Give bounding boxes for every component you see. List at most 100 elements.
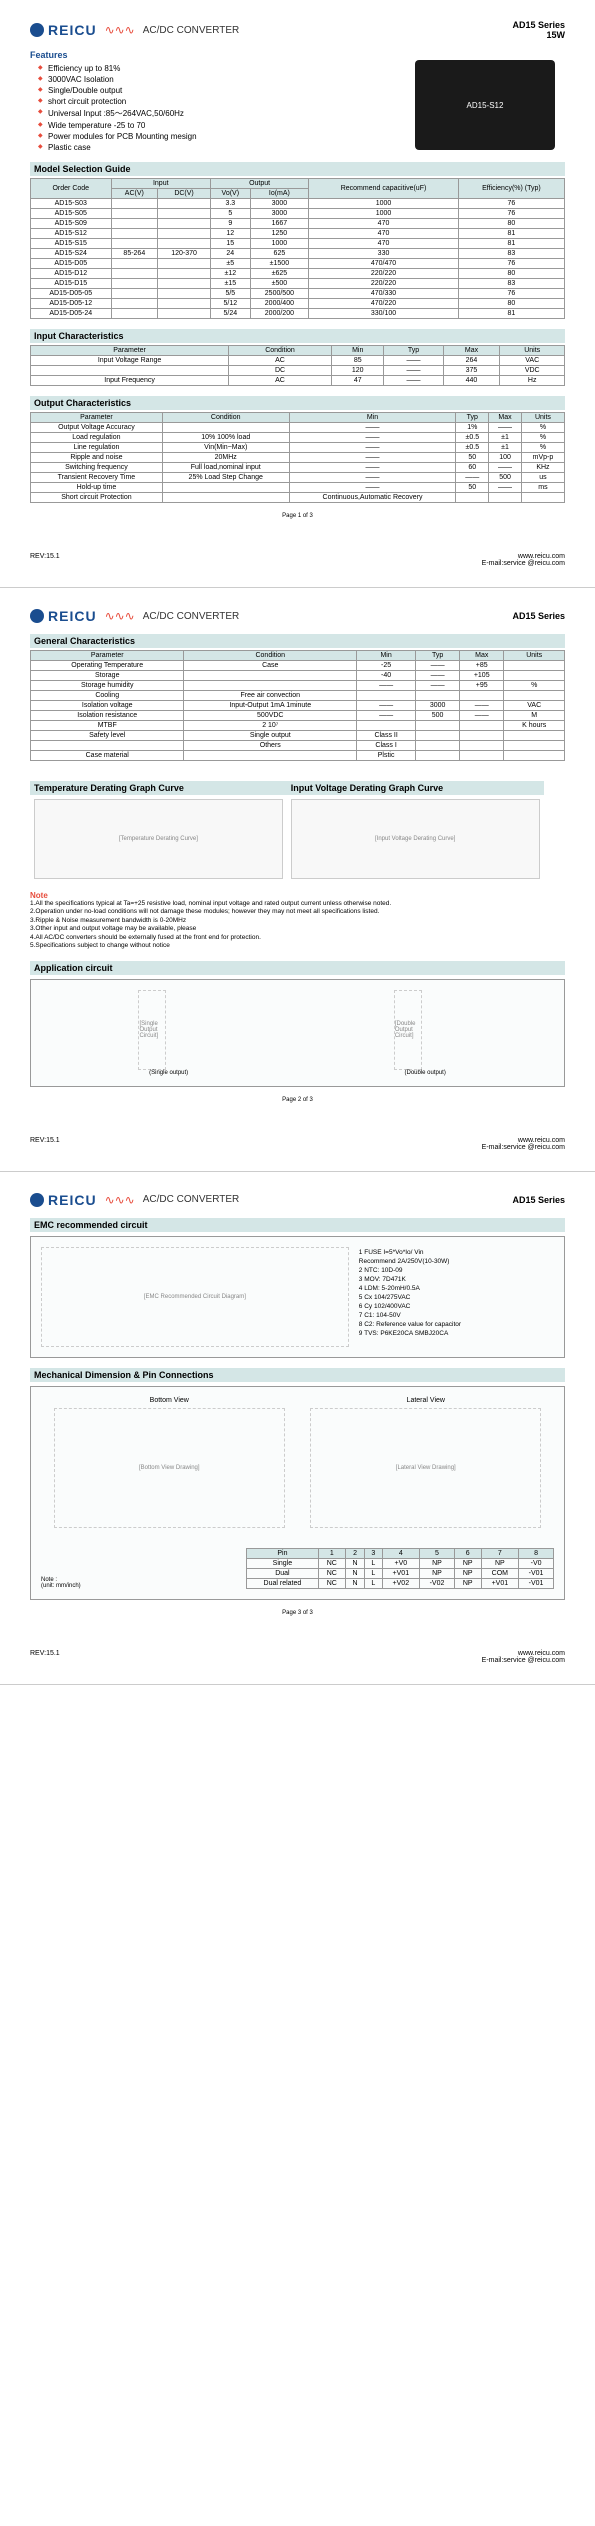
bottom-view-drawing: [Bottom View Drawing] xyxy=(54,1408,285,1528)
input-char-table: ParameterConditionMinTypMaxUnitsInput Vo… xyxy=(30,345,565,386)
website: www.reicu.com xyxy=(482,553,565,560)
volt-derating-chart: [Input Voltage Derating Curve] xyxy=(291,799,540,879)
rev-label-2: REV:15.1 xyxy=(30,1137,60,1151)
single-output-label: (Single output) xyxy=(138,1070,198,1076)
temp-derating-chart: [Temperature Derating Curve] xyxy=(34,799,283,879)
power-text: 15W xyxy=(512,30,565,40)
brand-text: REICU xyxy=(48,22,97,38)
model-guide-header: Model Selection Guide xyxy=(30,162,565,176)
mech-box: Bottom View [Bottom View Drawing] Latera… xyxy=(30,1386,565,1600)
email-2: E-mail:service @reicu.com xyxy=(482,1144,565,1151)
general-char-header: General Characteristics xyxy=(30,634,565,648)
logo-3: REICU ∿∿∿ AC/DC CONVERTER xyxy=(30,1192,239,1208)
app-circuit-box: [Single Output Circuit] (Single output) … xyxy=(30,979,565,1087)
footer-2: REV:15.1 www.reicu.com E-mail:service @r… xyxy=(30,1133,565,1151)
footer-right-2: www.reicu.com E-mail:service @reicu.com xyxy=(482,1137,565,1151)
note-item: 1.All the specifications typical at Ta=+… xyxy=(30,900,565,908)
unit-note: Note : (unit: mm/inch) xyxy=(41,1577,81,1589)
model-guide-table: Order CodeInputOutputRecommend capacitiv… xyxy=(30,178,565,319)
volt-chart-box: Input Voltage Derating Graph Curve [Inpu… xyxy=(287,771,544,883)
product-image: AD15-S12 xyxy=(415,60,555,150)
logo-icon xyxy=(30,23,44,37)
app-circuit-header: Application circuit xyxy=(30,961,565,975)
logo: REICU ∿∿∿ AC/DC CONVERTER xyxy=(30,22,239,38)
emc-component: 9 TVS: P6KE20CA SMBJ20CA xyxy=(359,1330,544,1337)
series-label-3: AD15 Series xyxy=(512,1195,565,1205)
page-2: REICU ∿∿∿ AC/DC CONVERTER AD15 Series Ge… xyxy=(0,588,595,1172)
emc-component: 4 LDM: 5-20mH/0.5A xyxy=(359,1285,544,1292)
page-number-2: Page 2 of 3 xyxy=(30,1097,565,1103)
note-item: 3.Other input and output voltage may be … xyxy=(30,925,565,933)
series-text-2: AD15 Series xyxy=(512,611,565,621)
page-1: REICU ∿∿∿ AC/DC CONVERTER AD15 Series 15… xyxy=(0,0,595,588)
wave-icon-3: ∿∿∿ xyxy=(105,1193,135,1207)
temp-chart-title: Temperature Derating Graph Curve xyxy=(30,781,287,795)
notes-list: 1.All the specifications typical at Ta=+… xyxy=(30,900,565,951)
mech-header: Mechanical Dimension & Pin Connections xyxy=(30,1368,565,1382)
pin-table: Pin12345678SingleNCNL+V0NPNPNP-V0DualNCN… xyxy=(246,1548,554,1589)
emc-component: 6 Cy 102/400VAC xyxy=(359,1303,544,1310)
emc-component: Recommend 2A/250V(10-30W) xyxy=(359,1258,544,1265)
mech-views: Bottom View [Bottom View Drawing] Latera… xyxy=(41,1397,554,1528)
logo-2: REICU ∿∿∿ AC/DC CONVERTER xyxy=(30,608,239,624)
header-2: REICU ∿∿∿ AC/DC CONVERTER AD15 Series xyxy=(30,608,565,624)
general-char-table: ParameterConditionMinTypMaxUnitsOperatin… xyxy=(30,650,565,761)
website-2: www.reicu.com xyxy=(482,1137,565,1144)
emc-box: [EMC Recommended Circuit Diagram] 1 FUSE… xyxy=(30,1236,565,1358)
note-item: 2.Operation under no-load conditions wil… xyxy=(30,908,565,916)
footer-right: www.reicu.com E-mail:service @reicu.com xyxy=(482,553,565,567)
input-char-header: Input Characteristics xyxy=(30,329,565,343)
website-3: www.reicu.com xyxy=(482,1650,565,1657)
output-char-table: ParameterConditionMinTypMaxUnitsOutput V… xyxy=(30,412,565,503)
brand-text-2: REICU xyxy=(48,608,97,624)
unit-mm-label: (unit: mm/inch) xyxy=(41,1583,81,1589)
emc-component: 1 FUSE I=5*Vo*Io/ Vin xyxy=(359,1249,544,1256)
emc-component: 5 Cx 104/275VAC xyxy=(359,1294,544,1301)
series-text-3: AD15 Series xyxy=(512,1195,565,1205)
single-output-diagram: [Single Output Circuit] xyxy=(138,990,165,1070)
footer-right-3: www.reicu.com E-mail:service @reicu.com xyxy=(482,1650,565,1664)
emc-diagram: [EMC Recommended Circuit Diagram] xyxy=(41,1247,349,1347)
note-section: Note 1.All the specifications typical at… xyxy=(30,891,565,951)
series-label: AD15 Series 15W xyxy=(512,20,565,40)
emc-component: 3 MOV: 7D471K xyxy=(359,1276,544,1283)
header: REICU ∿∿∿ AC/DC CONVERTER AD15 Series 15… xyxy=(30,20,565,40)
features-title: Features xyxy=(30,50,565,60)
logo-icon-3 xyxy=(30,1193,44,1207)
note-item: 5.Specifications subject to change witho… xyxy=(30,942,565,950)
lateral-view-block: Lateral View [Lateral View Drawing] xyxy=(310,1397,541,1528)
logo-icon-2 xyxy=(30,609,44,623)
double-output-diagram: [Double Output Circuit] xyxy=(394,990,422,1070)
page-number-3: Page 3 of 3 xyxy=(30,1610,565,1616)
double-output-label: (Double output) xyxy=(394,1070,457,1076)
temp-chart-box: Temperature Derating Graph Curve [Temper… xyxy=(30,771,287,883)
emc-component-list: 1 FUSE I=5*Vo*Io/ Vin Recommend 2A/250V(… xyxy=(349,1247,544,1347)
series-text: AD15 Series xyxy=(512,20,565,30)
email: E-mail:service @reicu.com xyxy=(482,560,565,567)
volt-chart-title: Input Voltage Derating Graph Curve xyxy=(287,781,544,795)
doc-title-2: AC/DC CONVERTER xyxy=(143,611,240,622)
series-label-2: AD15 Series xyxy=(512,611,565,621)
page-3: REICU ∿∿∿ AC/DC CONVERTER AD15 Series EM… xyxy=(0,1172,595,1685)
bottom-view-title: Bottom View xyxy=(54,1397,285,1404)
note-title: Note xyxy=(30,891,565,900)
lateral-view-title: Lateral View xyxy=(310,1397,541,1404)
doc-title-3: AC/DC CONVERTER xyxy=(143,1194,240,1205)
single-output-block: [Single Output Circuit] (Single output) xyxy=(138,990,198,1076)
email-3: E-mail:service @reicu.com xyxy=(482,1657,565,1664)
bottom-view-block: Bottom View [Bottom View Drawing] xyxy=(54,1397,285,1528)
emc-component: 7 C1: 104-50V xyxy=(359,1312,544,1319)
header-3: REICU ∿∿∿ AC/DC CONVERTER AD15 Series xyxy=(30,1192,565,1208)
rev-label: REV:15.1 xyxy=(30,553,60,567)
note-item: 4.All AC/DC converters should be externa… xyxy=(30,934,565,942)
charts-row: Temperature Derating Graph Curve [Temper… xyxy=(30,771,565,883)
pin-table-row: Note : (unit: mm/inch) Pin12345678Single… xyxy=(41,1538,554,1589)
wave-icon-2: ∿∿∿ xyxy=(105,609,135,623)
double-output-block: [Double Output Circuit] (Double output) xyxy=(394,990,457,1076)
wave-icon: ∿∿∿ xyxy=(105,23,135,37)
lateral-view-drawing: [Lateral View Drawing] xyxy=(310,1408,541,1528)
output-char-header: Output Characteristics xyxy=(30,396,565,410)
emc-component: 8 C2: Reference value for capacitor xyxy=(359,1321,544,1328)
brand-text-3: REICU xyxy=(48,1192,97,1208)
rev-label-3: REV:15.1 xyxy=(30,1650,60,1664)
